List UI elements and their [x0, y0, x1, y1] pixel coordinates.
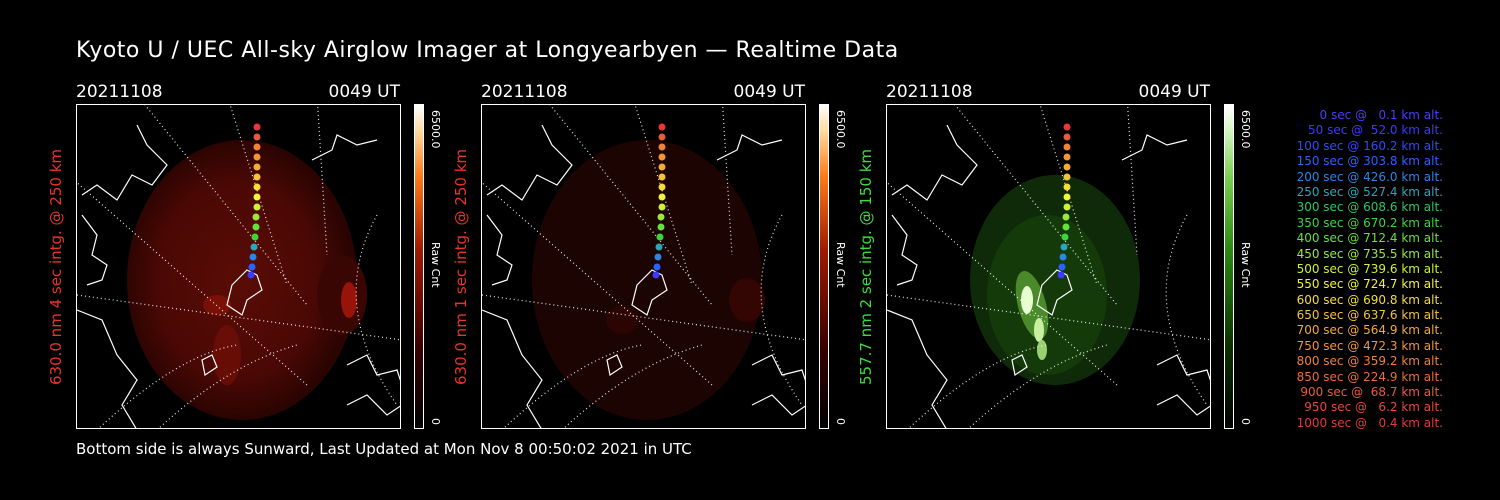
- panel-ylabel: 630.0 nm 1 sec intg. @ 250 km: [452, 148, 470, 386]
- legend-row: 900 sec @ 68.7 km alt.: [1300, 385, 1443, 400]
- colorbar: [414, 104, 424, 429]
- colorbar: [819, 104, 829, 429]
- airglow-panel-557-2s: 20211108 0049 UT: [857, 82, 1286, 432]
- legend-row: 100 sec @ 160.2 km alt.: [1296, 138, 1443, 153]
- footer-note: Bottom side is always Sunward, Last Upda…: [76, 440, 692, 458]
- panel-date: 20211108: [886, 82, 973, 102]
- allsky-image: [886, 104, 1211, 429]
- colorbar-max: 6500.0: [429, 110, 442, 149]
- allsky-image: [481, 104, 806, 429]
- legend-row: 800 sec @ 359.2 km alt.: [1296, 354, 1443, 369]
- legend-row: 550 sec @ 724.7 km alt.: [1296, 277, 1443, 292]
- legend-row: 1000 sec @ 0.4 km alt.: [1296, 415, 1443, 430]
- airglow-panel-630-4s: 20211108 0049 UT: [47, 82, 476, 432]
- legend-row: 450 sec @ 735.5 km alt.: [1296, 246, 1443, 261]
- colorbar-min: 0: [429, 418, 442, 425]
- airglow-panel-630-1s: 20211108 0049 UT: [452, 82, 881, 432]
- panel-date: 20211108: [76, 82, 163, 102]
- legend-row: 750 sec @ 472.3 km alt.: [1296, 338, 1443, 353]
- colorbar-min: 0: [834, 418, 847, 425]
- legend-row: 500 sec @ 739.6 km alt.: [1296, 261, 1443, 276]
- page-title: Kyoto U / UEC All-sky Airglow Imager at …: [76, 38, 899, 63]
- trajectory-dots: [247, 123, 261, 279]
- colorbar-max: 6500.0: [1239, 110, 1252, 149]
- panel-ylabel: 630.0 nm 4 sec intg. @ 250 km: [47, 148, 65, 386]
- colorbar-min: 0: [1239, 418, 1252, 425]
- colorbar-label: Raw Cnt: [834, 242, 847, 288]
- legend-row: 300 sec @ 608.6 km alt.: [1296, 200, 1443, 215]
- legend-row: 400 sec @ 712.4 km alt.: [1296, 231, 1443, 246]
- trajectory-dots: [1057, 123, 1071, 279]
- legend-row: 200 sec @ 426.0 km alt.: [1296, 169, 1443, 184]
- colorbar-max: 6500.0: [834, 110, 847, 149]
- allsky-image: [76, 104, 401, 429]
- legend-row: 950 sec @ 6.2 km alt.: [1304, 400, 1443, 415]
- legend-row: 600 sec @ 690.8 km alt.: [1296, 292, 1443, 307]
- panel-time: 0049 UT: [733, 82, 806, 102]
- legend-row: 850 sec @ 224.9 km alt.: [1296, 369, 1443, 384]
- legend-row: 150 sec @ 303.8 km alt.: [1296, 154, 1443, 169]
- panel-time: 0049 UT: [328, 82, 401, 102]
- legend-row: 50 sec @ 52.0 km alt.: [1308, 123, 1443, 138]
- panel-ylabel: 557.7 nm 2 sec intg. @ 150 km: [857, 148, 875, 386]
- panel-time: 0049 UT: [1138, 82, 1211, 102]
- trajectory-dots: [652, 123, 666, 279]
- legend-row: 700 sec @ 564.9 km alt.: [1296, 323, 1443, 338]
- legend-row: 350 sec @ 670.2 km alt.: [1296, 215, 1443, 230]
- legend-row: 0 sec @ 0.1 km alt.: [1319, 108, 1444, 122]
- colorbar-label: Raw Cnt: [429, 242, 442, 288]
- colorbar: [1224, 104, 1234, 429]
- panel-date: 20211108: [481, 82, 568, 102]
- legend-row: 650 sec @ 637.6 km alt.: [1296, 308, 1443, 323]
- colorbar-label: Raw Cnt: [1239, 242, 1252, 288]
- legend-row: 250 sec @ 527.4 km alt.: [1296, 184, 1443, 199]
- trajectory-legend: 0 sec @ 0.1 km alt. 50 sec @ 52.0 km alt.…: [1258, 108, 1443, 431]
